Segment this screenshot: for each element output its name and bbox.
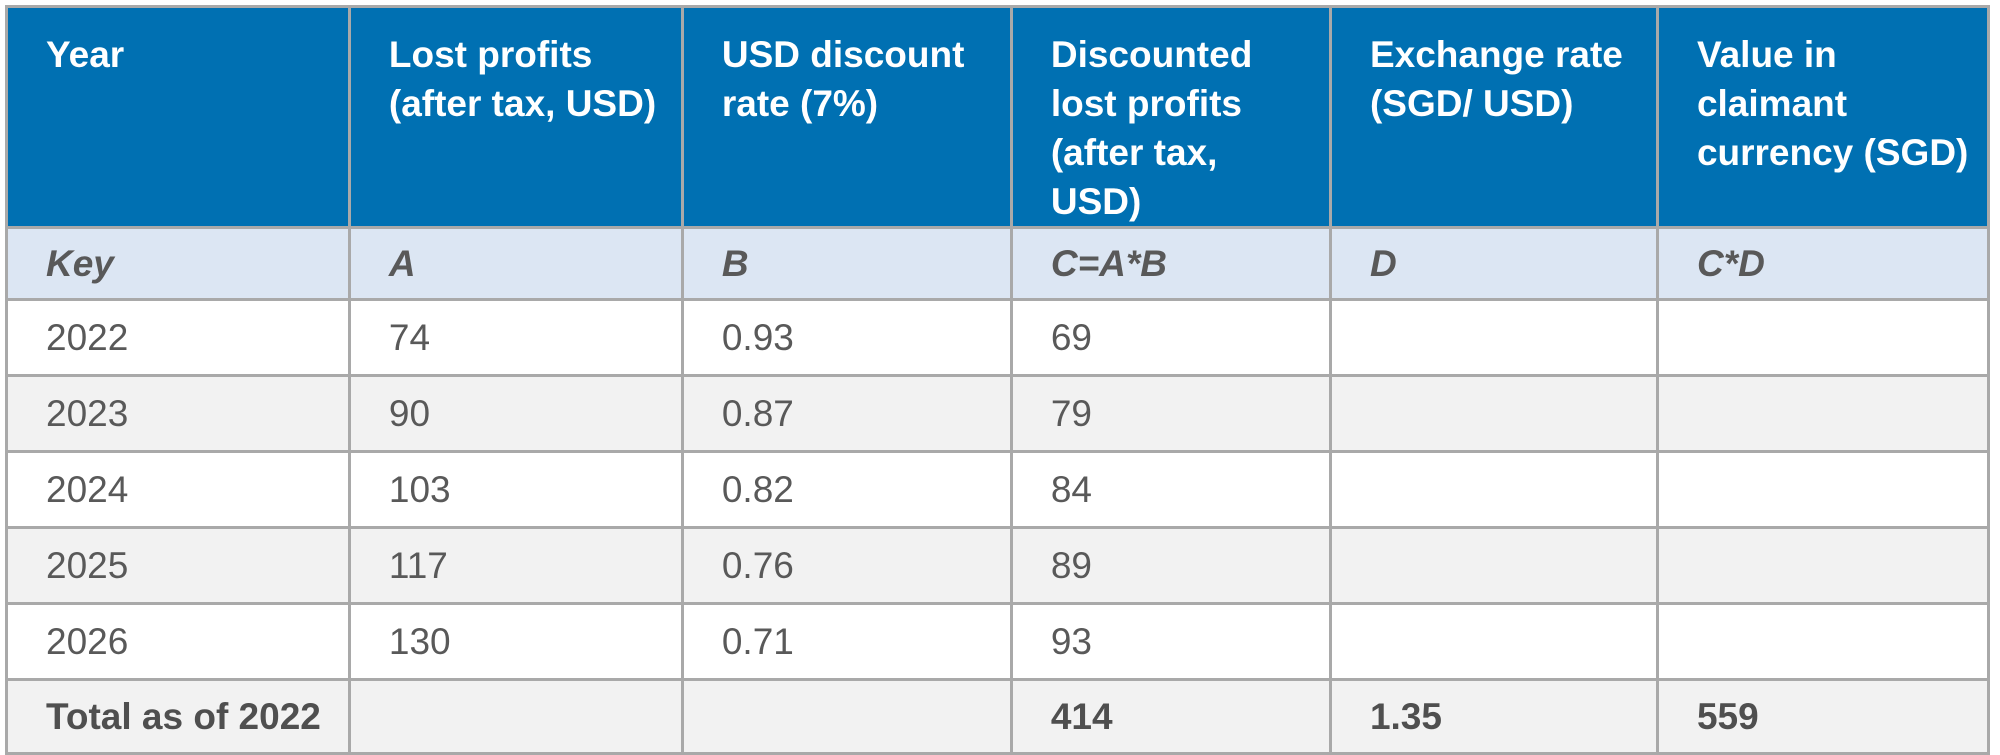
cell-lost-profits: 90 [347,374,684,453]
header-line: Lost profits [388,34,593,75]
cell-year: 2023 [5,374,351,453]
table-row-2022: 2022 74 0.93 69 [5,298,1991,377]
key-row: Key A B C=A*B D C*D [5,226,1991,301]
cell-discount-rate: 0.93 [680,298,1013,377]
header-line: currency (SGD) [1696,132,1969,173]
header-line: (after tax, USD) [388,83,657,124]
header-line: (after tax, USD) [1050,132,1218,222]
cell-value-sgd [1655,298,1991,377]
column-header-value-claimant-currency: Value in claimant currency (SGD) [1655,5,1991,229]
header-line: (SGD/ USD) [1369,83,1574,124]
table-row-2026: 2026 130 0.71 93 [5,602,1991,681]
discounted-lost-profits-table: Year Lost profits (after tax, USD) USD d… [5,5,1991,755]
header-row: Year Lost profits (after tax, USD) USD d… [5,5,1991,229]
total-label: Total as of 2022 [5,678,351,755]
table-row-2023: 2023 90 0.87 79 [5,374,1991,453]
cell-value-sgd [1655,526,1991,605]
total-exchange-rate: 1.35 [1328,678,1659,755]
cell-lost-profits: 74 [347,298,684,377]
total-value-sgd: 559 [1655,678,1991,755]
total-row: Total as of 2022 414 1.35 559 [5,678,1991,755]
cell-discount-rate: 0.87 [680,374,1013,453]
column-header-year: Year [5,5,351,229]
header-line: rate (7%) [721,83,879,124]
cell-discounted-lost-profits: 93 [1009,602,1332,681]
cell-exchange-rate [1328,526,1659,605]
table-row-2025: 2025 117 0.76 89 [5,526,1991,605]
cell-lost-profits: 130 [347,602,684,681]
header-line: USD discount [721,34,965,75]
column-header-exchange-rate: Exchange rate (SGD/ USD) [1328,5,1659,229]
column-header-lost-profits: Lost profits (after tax, USD) [347,5,684,229]
key-cell-c: C=A*B [1009,226,1332,301]
cell-year: 2022 [5,298,351,377]
header-line: Discounted [1050,34,1253,75]
cell-value-sgd [1655,602,1991,681]
cell-discount-rate: 0.76 [680,526,1013,605]
page: Year Lost profits (after tax, USD) USD d… [5,5,1991,755]
key-cell-a: A [347,226,684,301]
header-line: Value in [1696,34,1837,75]
total-discount-rate [680,678,1013,755]
cell-discounted-lost-profits: 69 [1009,298,1332,377]
key-cell-b: B [680,226,1013,301]
cell-year: 2025 [5,526,351,605]
key-cell-label: Key [5,226,351,301]
key-cell-cd: C*D [1655,226,1991,301]
header-line: claimant [1696,83,1848,124]
cell-discounted-lost-profits: 79 [1009,374,1332,453]
cell-value-sgd [1655,450,1991,529]
cell-exchange-rate [1328,374,1659,453]
cell-year: 2026 [5,602,351,681]
header-line: Year [46,34,125,75]
cell-value-sgd [1655,374,1991,453]
cell-discount-rate: 0.82 [680,450,1013,529]
cell-exchange-rate [1328,602,1659,681]
total-lost-profits [347,678,684,755]
cell-lost-profits: 103 [347,450,684,529]
table-row-2024: 2024 103 0.82 84 [5,450,1991,529]
cell-discounted-lost-profits: 84 [1009,450,1332,529]
total-discounted-lost-profits: 414 [1009,678,1332,755]
cell-exchange-rate [1328,298,1659,377]
cell-exchange-rate [1328,450,1659,529]
cell-discounted-lost-profits: 89 [1009,526,1332,605]
cell-lost-profits: 117 [347,526,684,605]
header-line: lost profits [1050,83,1243,124]
header-line: Exchange rate [1369,34,1623,75]
key-cell-d: D [1328,226,1659,301]
column-header-usd-discount-rate: USD discount rate (7%) [680,5,1013,229]
cell-year: 2024 [5,450,351,529]
column-header-discounted-lost-profits: Discounted lost profits (after tax, USD) [1009,5,1332,229]
cell-discount-rate: 0.71 [680,602,1013,681]
